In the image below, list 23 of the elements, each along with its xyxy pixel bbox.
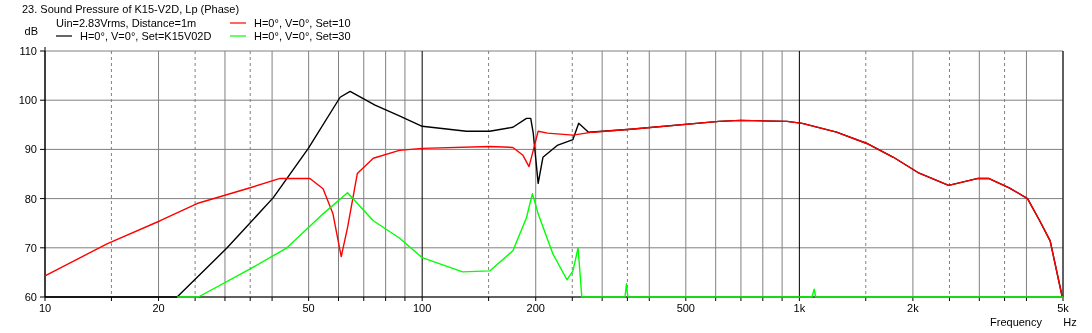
x-tick-label: 20: [152, 302, 165, 314]
y-tick-label: 90: [24, 143, 37, 156]
y-tick-label: 70: [24, 241, 37, 254]
text: Hz: [1063, 316, 1077, 328]
x-tick-label: 1k: [793, 302, 806, 314]
y-axis-title: dB: [24, 25, 38, 37]
x-axis-title: Frequency: [990, 316, 1043, 328]
x-tick-label: 200: [526, 302, 545, 314]
y-tick-label: 110: [19, 45, 37, 57]
legend-label: H=0°, V=0°, Set=10: [254, 17, 351, 29]
legend-label: H=0°, V=0°, Set=30: [254, 30, 351, 42]
legend-label: H=0°, V=0°, Set=K15V02D: [80, 30, 212, 42]
x-tick-label: 100: [413, 302, 432, 314]
y-tick-label: 100: [18, 94, 37, 107]
text: Uin=2.83Vrms, Distance=1m: [56, 17, 197, 29]
x-tick-label: 10: [38, 302, 52, 314]
y-tick-label: 80: [24, 192, 37, 205]
x-tick-label: 50: [302, 302, 315, 314]
x-tick-label: 5k: [1057, 302, 1070, 314]
x-tick-label: 2k: [907, 302, 920, 314]
chart-title: 23. Sound Pressure of K15-V2D, Lp (Phase): [22, 3, 240, 15]
x-tick-label: 500: [676, 302, 695, 314]
y-tick-label: 60: [24, 291, 37, 303]
